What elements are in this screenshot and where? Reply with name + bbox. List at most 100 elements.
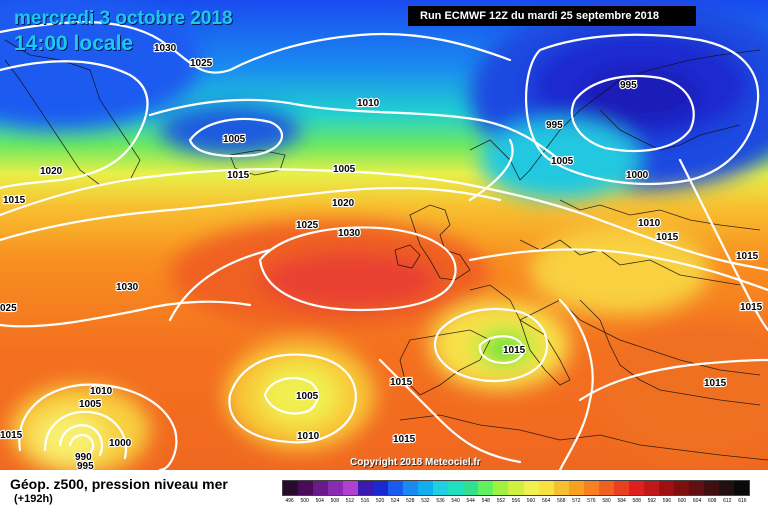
scale-tick-label: 516 bbox=[360, 498, 370, 504]
isobars bbox=[0, 21, 768, 470]
scale-swatch bbox=[703, 481, 719, 495]
scale-tick-label: 604 bbox=[692, 498, 702, 504]
pressure-label: 1000 bbox=[626, 170, 649, 181]
pressure-label: 1030 bbox=[116, 282, 139, 293]
scale-swatch bbox=[448, 481, 464, 495]
scale-tick-label: 528 bbox=[406, 498, 415, 504]
forecast-time: 14:00 locale bbox=[14, 32, 134, 55]
scale-tick-label: 588 bbox=[632, 498, 641, 504]
pressure-label: 1020 bbox=[40, 166, 63, 177]
pressure-label: 1015 bbox=[390, 377, 413, 388]
scale-swatch bbox=[553, 481, 569, 495]
scale-swatch bbox=[658, 481, 674, 495]
scale-swatch bbox=[733, 481, 749, 495]
pressure-label: 1000 bbox=[109, 438, 132, 449]
scale-swatch bbox=[478, 481, 494, 495]
pressure-label: 1010 bbox=[357, 98, 380, 109]
scale-swatch bbox=[673, 481, 689, 495]
scale-swatch bbox=[583, 481, 599, 495]
scale-tick-label: 544 bbox=[466, 498, 475, 504]
scale-tick-label: 540 bbox=[451, 498, 460, 504]
pressure-label: 1005 bbox=[296, 391, 319, 402]
pressure-label: 1005 bbox=[223, 134, 246, 145]
scale-swatch bbox=[403, 481, 419, 495]
scale-swatch bbox=[343, 481, 359, 495]
scale-tick-label: 496 bbox=[285, 498, 294, 504]
pressure-label: 995 bbox=[620, 80, 637, 91]
pressure-label: 1005 bbox=[551, 156, 574, 167]
scale-swatch bbox=[283, 481, 299, 495]
scale-tick-label: 552 bbox=[496, 498, 506, 504]
pressure-label: 1015 bbox=[503, 345, 526, 356]
scale-tick-label: 600 bbox=[677, 498, 687, 504]
legend-title: Géop. z500, pression niveau mer bbox=[10, 476, 228, 492]
pressure-label: 1015 bbox=[656, 232, 679, 243]
scale-swatch bbox=[463, 481, 479, 495]
scale-swatch bbox=[568, 481, 584, 495]
scale-tick-label: 536 bbox=[436, 498, 445, 504]
pressure-label: 1015 bbox=[736, 251, 759, 262]
pressure-labels: 1030 1025 1010 1005 1020 1015 1015 1005 … bbox=[0, 42, 764, 470]
scale-swatch bbox=[373, 481, 389, 495]
scale-tick-label: 524 bbox=[391, 498, 400, 504]
pressure-label: 1010 bbox=[90, 386, 113, 397]
pressure-label: 995 bbox=[546, 120, 563, 131]
pressure-label: 1015 bbox=[704, 378, 727, 389]
scale-tick-label: 532 bbox=[421, 498, 430, 504]
scale-swatch bbox=[643, 481, 659, 495]
color-scale-bar bbox=[282, 480, 750, 496]
geopotential-field bbox=[0, 0, 768, 470]
copyright-text: Copyright 2018 Meteociel.fr bbox=[350, 457, 481, 468]
pressure-label: 1015 bbox=[227, 170, 250, 181]
pressure-label: 1005 bbox=[79, 399, 102, 410]
scale-swatch bbox=[613, 481, 629, 495]
color-scale-ticks: 496 500 504 508 512 516 520 524 528 532 536 540 544 5… bbox=[282, 497, 750, 505]
scale-tick-label: 608 bbox=[708, 498, 717, 504]
scale-swatch bbox=[388, 481, 404, 495]
pressure-label: 025 bbox=[0, 303, 17, 314]
scale-swatch bbox=[358, 481, 374, 495]
scale-tick-label: 616 bbox=[738, 498, 747, 504]
scale-tick-label: 556 bbox=[511, 498, 521, 504]
legend-forecast-hour: (+192h) bbox=[14, 493, 53, 505]
pressure-label: 1030 bbox=[154, 43, 177, 54]
scale-tick-label: 512 bbox=[345, 498, 355, 504]
scale-tick-label: 572 bbox=[572, 498, 581, 504]
scale-swatch bbox=[313, 481, 329, 495]
scale-tick-label: 548 bbox=[481, 498, 490, 504]
weather-map: 1030 1025 1010 1005 1020 1015 1015 1005 … bbox=[0, 0, 768, 470]
scale-tick-label: 568 bbox=[557, 498, 566, 504]
forecast-date: mercredi 3 octobre 2018 bbox=[14, 8, 233, 29]
scale-swatch bbox=[433, 481, 449, 495]
scale-swatch bbox=[508, 481, 524, 495]
scale-swatch bbox=[523, 481, 539, 495]
pressure-label: 1015 bbox=[393, 434, 416, 445]
pressure-label: 1020 bbox=[332, 198, 355, 209]
run-info-banner: Run ECMWF 12Z du mardi 25 septembre 2018 bbox=[408, 6, 696, 26]
scale-swatch bbox=[538, 481, 554, 495]
scale-swatch bbox=[628, 481, 644, 495]
scale-tick-label: 508 bbox=[330, 498, 339, 504]
pressure-label: 1005 bbox=[333, 164, 356, 175]
pressure-label: 1025 bbox=[296, 220, 319, 231]
scale-swatch bbox=[493, 481, 509, 495]
pressure-label: 1010 bbox=[638, 218, 661, 229]
scale-tick-label: 584 bbox=[617, 498, 626, 504]
scale-tick-label: 580 bbox=[602, 498, 611, 504]
scale-tick-label: 612 bbox=[723, 498, 732, 504]
scale-tick-label: 560 bbox=[526, 498, 536, 504]
pressure-label: 990 bbox=[75, 452, 92, 463]
pressure-label: 1015 bbox=[0, 430, 23, 441]
coastlines bbox=[4, 39, 768, 461]
pressure-label: 1030 bbox=[338, 228, 361, 239]
scale-swatch bbox=[328, 481, 344, 495]
pressure-label: 995 bbox=[77, 461, 94, 470]
scale-swatch bbox=[418, 481, 434, 495]
scale-tick-label: 500 bbox=[300, 498, 309, 504]
scale-tick-label: 592 bbox=[647, 498, 656, 504]
pressure-label: 1025 bbox=[190, 58, 213, 69]
scale-tick-label: 520 bbox=[375, 498, 385, 504]
pressure-label: 1015 bbox=[740, 302, 763, 313]
scale-tick-label: 564 bbox=[541, 498, 551, 504]
scale-swatch bbox=[298, 481, 314, 495]
